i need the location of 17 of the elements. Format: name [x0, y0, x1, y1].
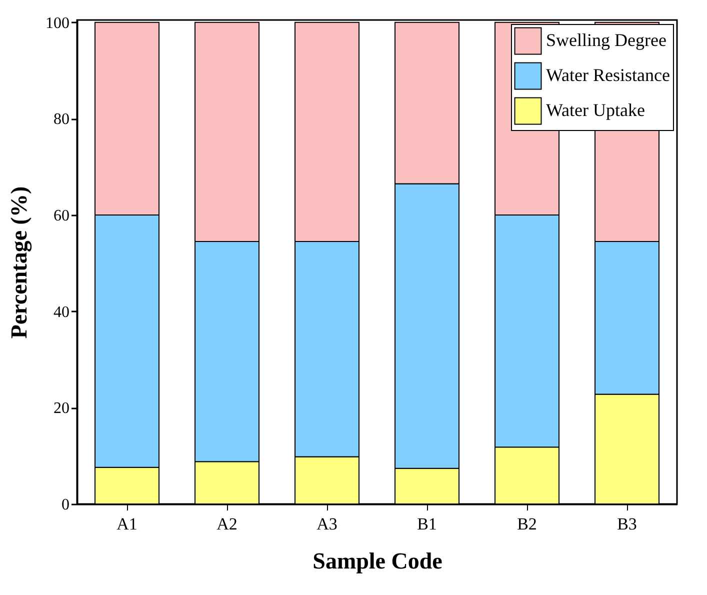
x-axis-title: Sample Code [312, 548, 442, 574]
legend-label: Water Resistance [546, 65, 670, 85]
x-tick-label: B3 [617, 514, 637, 534]
y-tick-label: 20 [54, 400, 70, 418]
x-tick-label: A3 [316, 514, 338, 534]
y-tick-label: 80 [54, 111, 70, 128]
legend-label: Water Uptake [546, 100, 646, 120]
y-tick-label: 40 [54, 304, 70, 321]
y-axis-title: Percentage (%) [6, 186, 32, 339]
x-tick-label: A1 [116, 514, 138, 534]
y-tick-label: 0 [62, 496, 70, 514]
x-tick-label: B2 [517, 514, 537, 534]
x-tick-label: B1 [417, 514, 437, 534]
x-tick-label: A2 [216, 514, 238, 534]
y-tick-label: 60 [54, 208, 70, 225]
legend-label: Swelling Degree [546, 30, 666, 50]
y-tick-label: 100 [46, 14, 70, 32]
